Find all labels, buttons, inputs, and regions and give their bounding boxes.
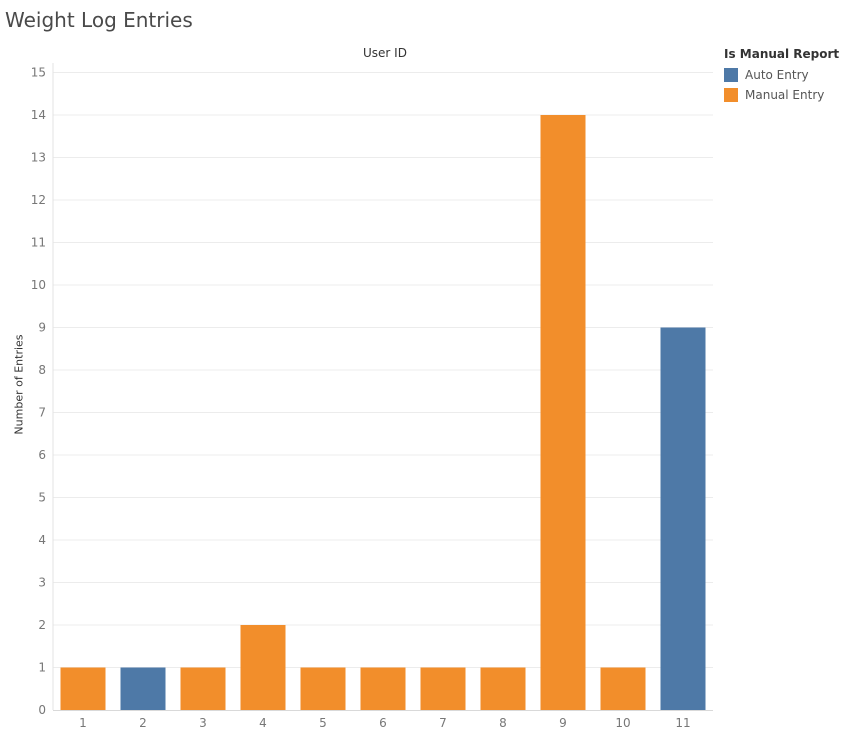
bar <box>600 667 646 710</box>
x-tick-label: 7 <box>439 716 447 730</box>
y-tick-label: 2 <box>38 618 46 632</box>
x-tick-label: 8 <box>499 716 507 730</box>
legend-title: Is Manual Report <box>724 47 840 61</box>
bar <box>60 667 106 710</box>
legend-label-auto: Auto Entry <box>745 68 809 82</box>
x-tick-label: 3 <box>199 716 207 730</box>
legend-label-manual: Manual Entry <box>745 88 825 102</box>
x-tick-label: 1 <box>79 716 87 730</box>
x-tick-label: 2 <box>139 716 147 730</box>
legend-item-auto[interactable]: Auto Entry <box>724 65 839 85</box>
x-tick-label: 10 <box>615 716 630 730</box>
y-tick-label: 5 <box>38 491 46 505</box>
bar <box>420 667 466 710</box>
y-tick-label: 10 <box>31 278 46 292</box>
bar <box>180 667 226 710</box>
y-tick-label: 8 <box>38 363 46 377</box>
legend: Is Manual Report Auto Entry Manual Entry <box>724 47 839 105</box>
y-tick-label: 6 <box>38 448 46 462</box>
x-tick-label: 5 <box>319 716 327 730</box>
legend-swatch-auto <box>724 68 738 82</box>
y-tick-label: 4 <box>38 533 46 547</box>
bar <box>240 625 286 710</box>
bar <box>660 327 706 710</box>
y-tick-label: 1 <box>38 661 46 675</box>
column-header: User ID <box>363 46 407 60</box>
chart-title: Weight Log Entries <box>5 8 193 32</box>
bar <box>300 667 346 710</box>
bar <box>540 115 586 710</box>
bar <box>480 667 526 710</box>
bar <box>120 667 166 710</box>
y-tick-label: 7 <box>38 406 46 420</box>
y-tick-label: 15 <box>31 66 46 80</box>
x-tick-label: 6 <box>379 716 387 730</box>
x-tick-label: 11 <box>675 716 690 730</box>
y-tick-label: 14 <box>31 108 46 122</box>
x-tick-label: 4 <box>259 716 267 730</box>
legend-item-manual[interactable]: Manual Entry <box>724 85 839 105</box>
y-tick-label: 0 <box>38 703 46 717</box>
bar <box>360 667 406 710</box>
y-tick-label: 3 <box>38 576 46 590</box>
y-tick-label: 9 <box>38 321 46 335</box>
x-tick-label: 9 <box>559 716 567 730</box>
legend-swatch-manual <box>724 88 738 102</box>
y-tick-label: 13 <box>31 151 46 165</box>
y-tick-label: 12 <box>31 193 46 207</box>
y-tick-label: 11 <box>31 236 46 250</box>
